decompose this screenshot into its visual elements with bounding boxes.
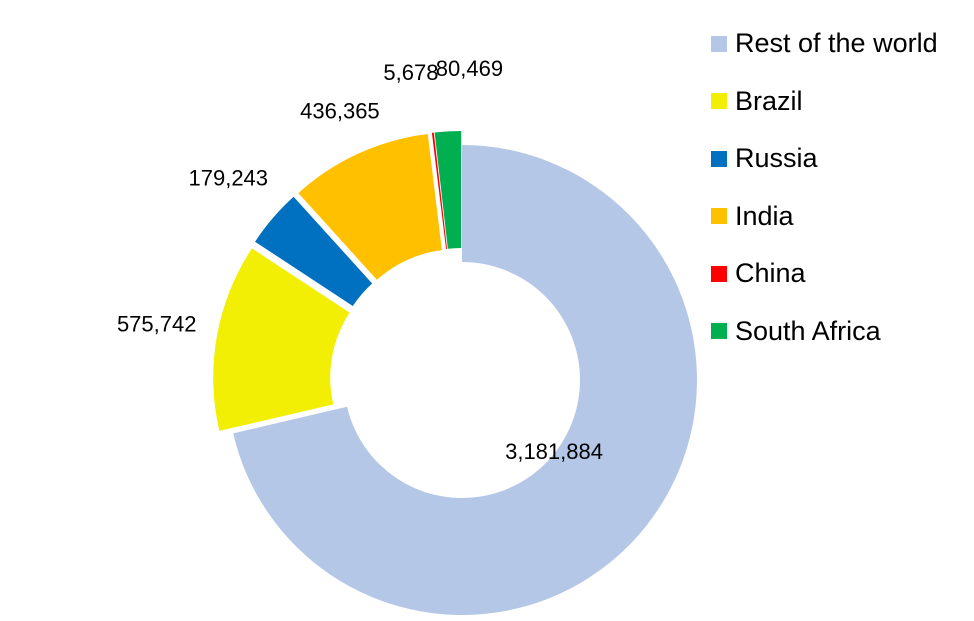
data-label-china: 5,678 <box>383 60 438 85</box>
legend-swatch-china <box>711 265 727 282</box>
data-label-south-africa: 80,469 <box>436 56 503 81</box>
legend-swatch-russia <box>711 150 727 167</box>
legend-swatch-brazil <box>711 93 727 110</box>
legend-swatch-south-africa <box>711 323 727 340</box>
legend-label-india: India <box>735 200 794 231</box>
slice-rest-of-the-world <box>233 145 698 616</box>
legend-swatch-rest-of-the-world <box>711 35 727 52</box>
legend-item-russia: Russia <box>711 130 938 188</box>
legend-swatch-india <box>711 208 727 225</box>
legend-item-rest-of-the-world: Rest of the world <box>711 15 938 73</box>
legend-label-south-africa: South Africa <box>735 315 881 346</box>
slice-russia <box>255 196 373 307</box>
slice-south-africa <box>434 131 462 249</box>
chart-legend: Rest of the world Brazil Russia India China S… <box>711 15 938 360</box>
slice-brazil <box>213 248 350 431</box>
legend-item-brazil: Brazil <box>711 73 938 131</box>
slice-china <box>431 132 448 249</box>
legend-label-russia: Russia <box>735 143 818 174</box>
legend-item-india: India <box>711 188 938 246</box>
slice-india <box>298 133 442 280</box>
legend-item-south-africa: South Africa <box>711 303 938 361</box>
data-label-brazil: 575,742 <box>117 311 197 336</box>
legend-label-rest-of-the-world: Rest of the world <box>735 28 938 59</box>
legend-item-china: China <box>711 245 938 303</box>
data-label-russia: 179,243 <box>189 166 269 191</box>
data-label-india: 436,365 <box>300 99 380 124</box>
data-label-rest-of-the-world: 3,181,884 <box>505 439 603 464</box>
legend-label-brazil: Brazil <box>735 85 803 116</box>
legend-label-china: China <box>735 258 806 289</box>
